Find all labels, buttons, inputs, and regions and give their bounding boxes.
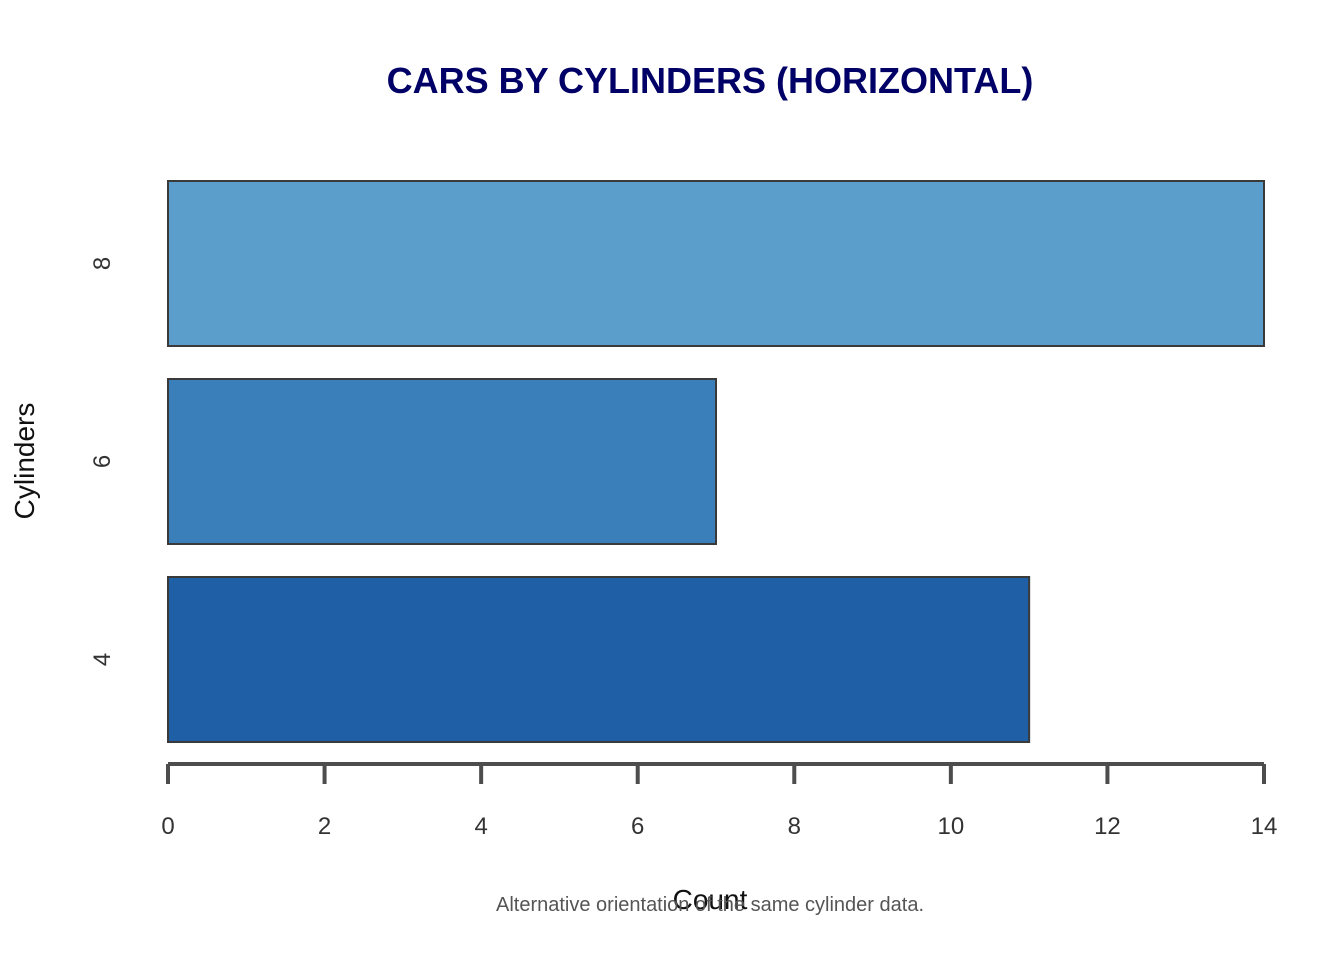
x-tick-label-0: 0 — [161, 813, 174, 840]
bar-4 — [167, 576, 1031, 743]
category-labels-group: 4 6 8 — [89, 257, 116, 666]
y-tick-label-8: 8 — [89, 257, 116, 270]
chart-caption: Alternative orientation of the same cyli… — [496, 894, 924, 916]
x-tick-label-6: 6 — [631, 813, 644, 840]
y-tick-label-6: 6 — [89, 455, 116, 468]
x-tick-label-12: 12 — [1094, 813, 1121, 840]
x-tick-label-4: 4 — [474, 813, 487, 840]
x-tick-label-2: 2 — [318, 813, 331, 840]
chart-title: CARS BY CYLINDERS (HORIZONTAL) — [387, 60, 1034, 101]
y-axis-title: Cylinders — [9, 403, 40, 520]
bar-6 — [167, 378, 717, 545]
bars-group — [167, 180, 1265, 743]
x-tick-label-10: 10 — [938, 813, 965, 840]
x-axis-title: Count — [673, 884, 748, 915]
x-ticks-group: 0 2 4 6 8 10 12 14 — [161, 764, 1277, 840]
x-tick-label-8: 8 — [788, 813, 801, 840]
y-tick-label-4: 4 — [89, 653, 116, 666]
x-tick-label-14: 14 — [1251, 813, 1278, 840]
bar-8 — [167, 180, 1265, 347]
